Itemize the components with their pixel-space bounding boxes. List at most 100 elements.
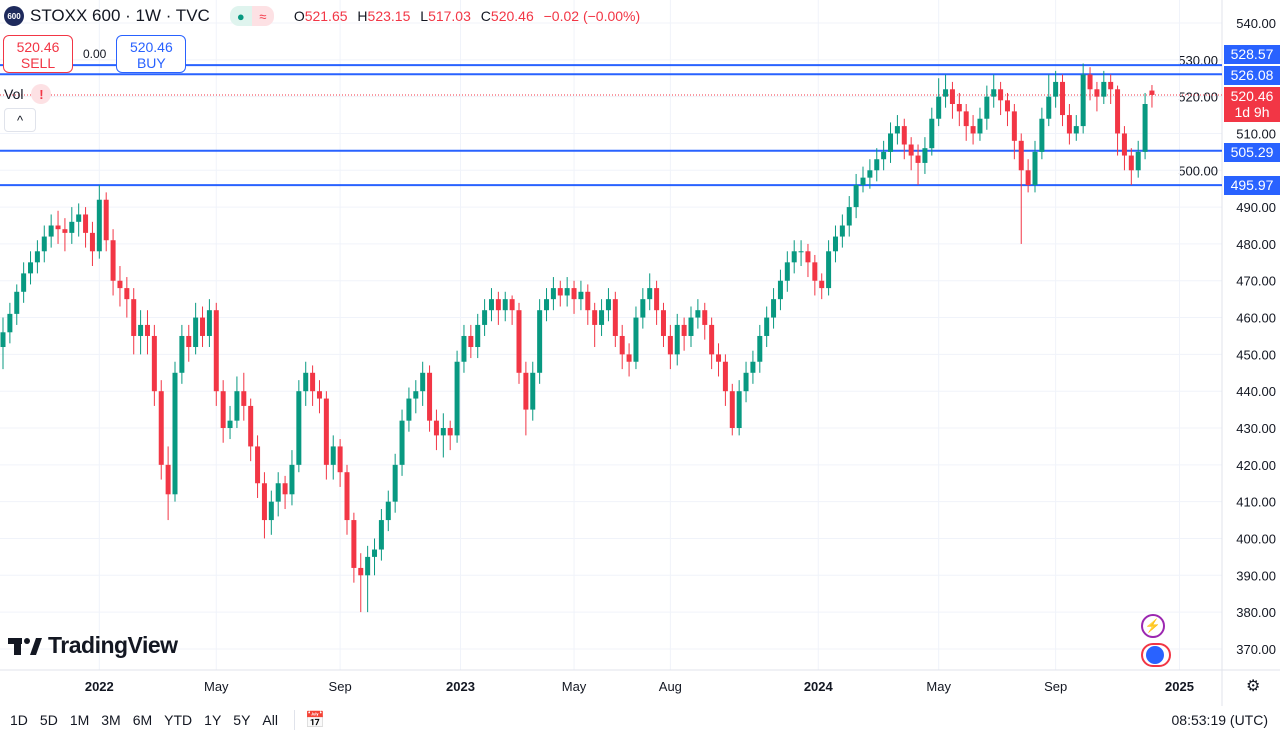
candle-body: [736, 391, 742, 429]
spread: 0.00: [83, 47, 107, 61]
candle-body: [316, 391, 322, 399]
candle-body: [248, 405, 254, 447]
y-tick-label: 420.00: [1236, 458, 1276, 473]
events-icon[interactable]: [1141, 643, 1171, 667]
candle-body: [200, 317, 206, 336]
candle-body: [399, 420, 405, 465]
range-1y[interactable]: 1Y: [204, 712, 222, 728]
candle-body: [482, 310, 488, 325]
change-value: −0.02 (−0.00%): [543, 8, 641, 24]
y-tick-label: 510.00: [1236, 126, 1276, 141]
candle-body: [227, 420, 233, 429]
volume-label: Vol: [4, 86, 24, 102]
candle-body: [1080, 74, 1086, 127]
range-ytd[interactable]: YTD: [164, 712, 193, 728]
close-value: 520.46: [490, 8, 534, 24]
sell-button[interactable]: 520.46 SELL: [3, 35, 73, 73]
collapse-indicators-button[interactable]: ^: [4, 108, 36, 132]
y-tick-label: 500.00: [1178, 163, 1218, 178]
sell-price: 520.46: [16, 39, 60, 55]
date-range-calendar-icon[interactable]: 📅: [304, 712, 325, 729]
candle-body: [1128, 155, 1134, 171]
candle-body: [144, 324, 150, 336]
range-6m[interactable]: 6M: [132, 712, 153, 728]
candle-body: [1115, 89, 1121, 134]
y-tick-label: 520.00: [1178, 90, 1218, 105]
range-5y[interactable]: 5Y: [233, 712, 251, 728]
candle-body: [1066, 115, 1072, 134]
candle-body: [908, 144, 914, 156]
y-tick-label: 490.00: [1236, 200, 1276, 215]
candle-body: [640, 299, 646, 318]
candle-body: [392, 464, 398, 502]
sell-label: SELL: [20, 55, 56, 71]
candle-body: [179, 335, 185, 373]
candle-body: [420, 372, 426, 392]
symbol-title[interactable]: STOXX 600 · 1W · TVC: [30, 6, 210, 25]
candle-body: [743, 372, 749, 392]
y-tick-label: 470.00: [1236, 274, 1276, 289]
range-1m[interactable]: 1M: [69, 712, 90, 728]
market-status-pill[interactable]: ● ≈: [229, 6, 274, 26]
candle-body: [365, 556, 371, 576]
candle-body: [1018, 140, 1024, 171]
ohlc-readout: O521.65 H523.15 L517.03 C520.46 −0.02 (−…: [294, 8, 646, 24]
range-all[interactable]: All: [262, 712, 278, 728]
candle-body: [537, 310, 543, 373]
tradingview-logo[interactable]: TradingView: [8, 632, 178, 659]
clock[interactable]: 08:53:19 (UTC): [1171, 712, 1268, 728]
candle-body: [544, 299, 550, 311]
x-tick-label: 2024: [804, 679, 834, 694]
warning-icon[interactable]: !: [31, 84, 52, 104]
price-tag-526: 526.08: [1224, 66, 1280, 85]
candle-body: [344, 472, 350, 521]
y-tick-label: 530.00: [1178, 53, 1218, 68]
candle-body: [413, 391, 419, 399]
price-tag-528: 528.57: [1224, 45, 1280, 64]
candle-body: [124, 288, 130, 300]
y-tick-label: 380.00: [1236, 605, 1276, 620]
candle-body: [427, 372, 433, 421]
candle-body: [647, 288, 653, 300]
settings-gear-icon[interactable]: ⚙: [1246, 678, 1261, 695]
buy-button[interactable]: 520.46 BUY: [116, 35, 187, 73]
price-chart[interactable]: 540.00 530.00 520.00 510.00 500.00 490.00 480.…: [0, 0, 1280, 706]
candle-body: [805, 251, 811, 263]
candle-body: [488, 299, 494, 311]
candle-body: [282, 483, 288, 495]
candle-body: [1142, 104, 1148, 152]
range-5d[interactable]: 5D: [39, 712, 58, 728]
candle-body: [660, 310, 666, 336]
candle-body: [385, 501, 391, 521]
x-tick-label: May: [562, 679, 587, 694]
open-label: O: [293, 8, 305, 24]
range-1d[interactable]: 1D: [10, 712, 28, 728]
candle-body: [949, 89, 955, 105]
candle-body: [1108, 81, 1114, 90]
candle-body: [14, 291, 20, 314]
candle-body: [138, 324, 144, 336]
volume-indicator[interactable]: Vol !: [4, 84, 52, 104]
candle-body: [1025, 170, 1031, 186]
candle-body: [750, 361, 756, 373]
candle-body: [1039, 118, 1045, 152]
candle-body: [1149, 90, 1155, 95]
range-3m[interactable]: 3M: [101, 712, 121, 728]
candle-body: [372, 549, 378, 557]
low-label: L: [420, 8, 429, 24]
candle-body: [771, 299, 777, 318]
candle-body: [619, 335, 625, 355]
y-tick-label: 480.00: [1236, 237, 1276, 252]
candle-body: [853, 185, 859, 208]
candle-body: [268, 501, 274, 521]
candle-body: [722, 361, 728, 392]
candle-body: [956, 104, 962, 112]
candle-body: [764, 317, 770, 336]
candle-body: [323, 398, 329, 465]
lightning-icon[interactable]: ⚡: [1141, 614, 1165, 638]
candle-body: [241, 391, 247, 406]
market-open-dot-icon: ●: [229, 6, 252, 26]
candle-body: [984, 96, 990, 119]
candle-body: [83, 214, 89, 233]
candle-body: [812, 262, 818, 281]
